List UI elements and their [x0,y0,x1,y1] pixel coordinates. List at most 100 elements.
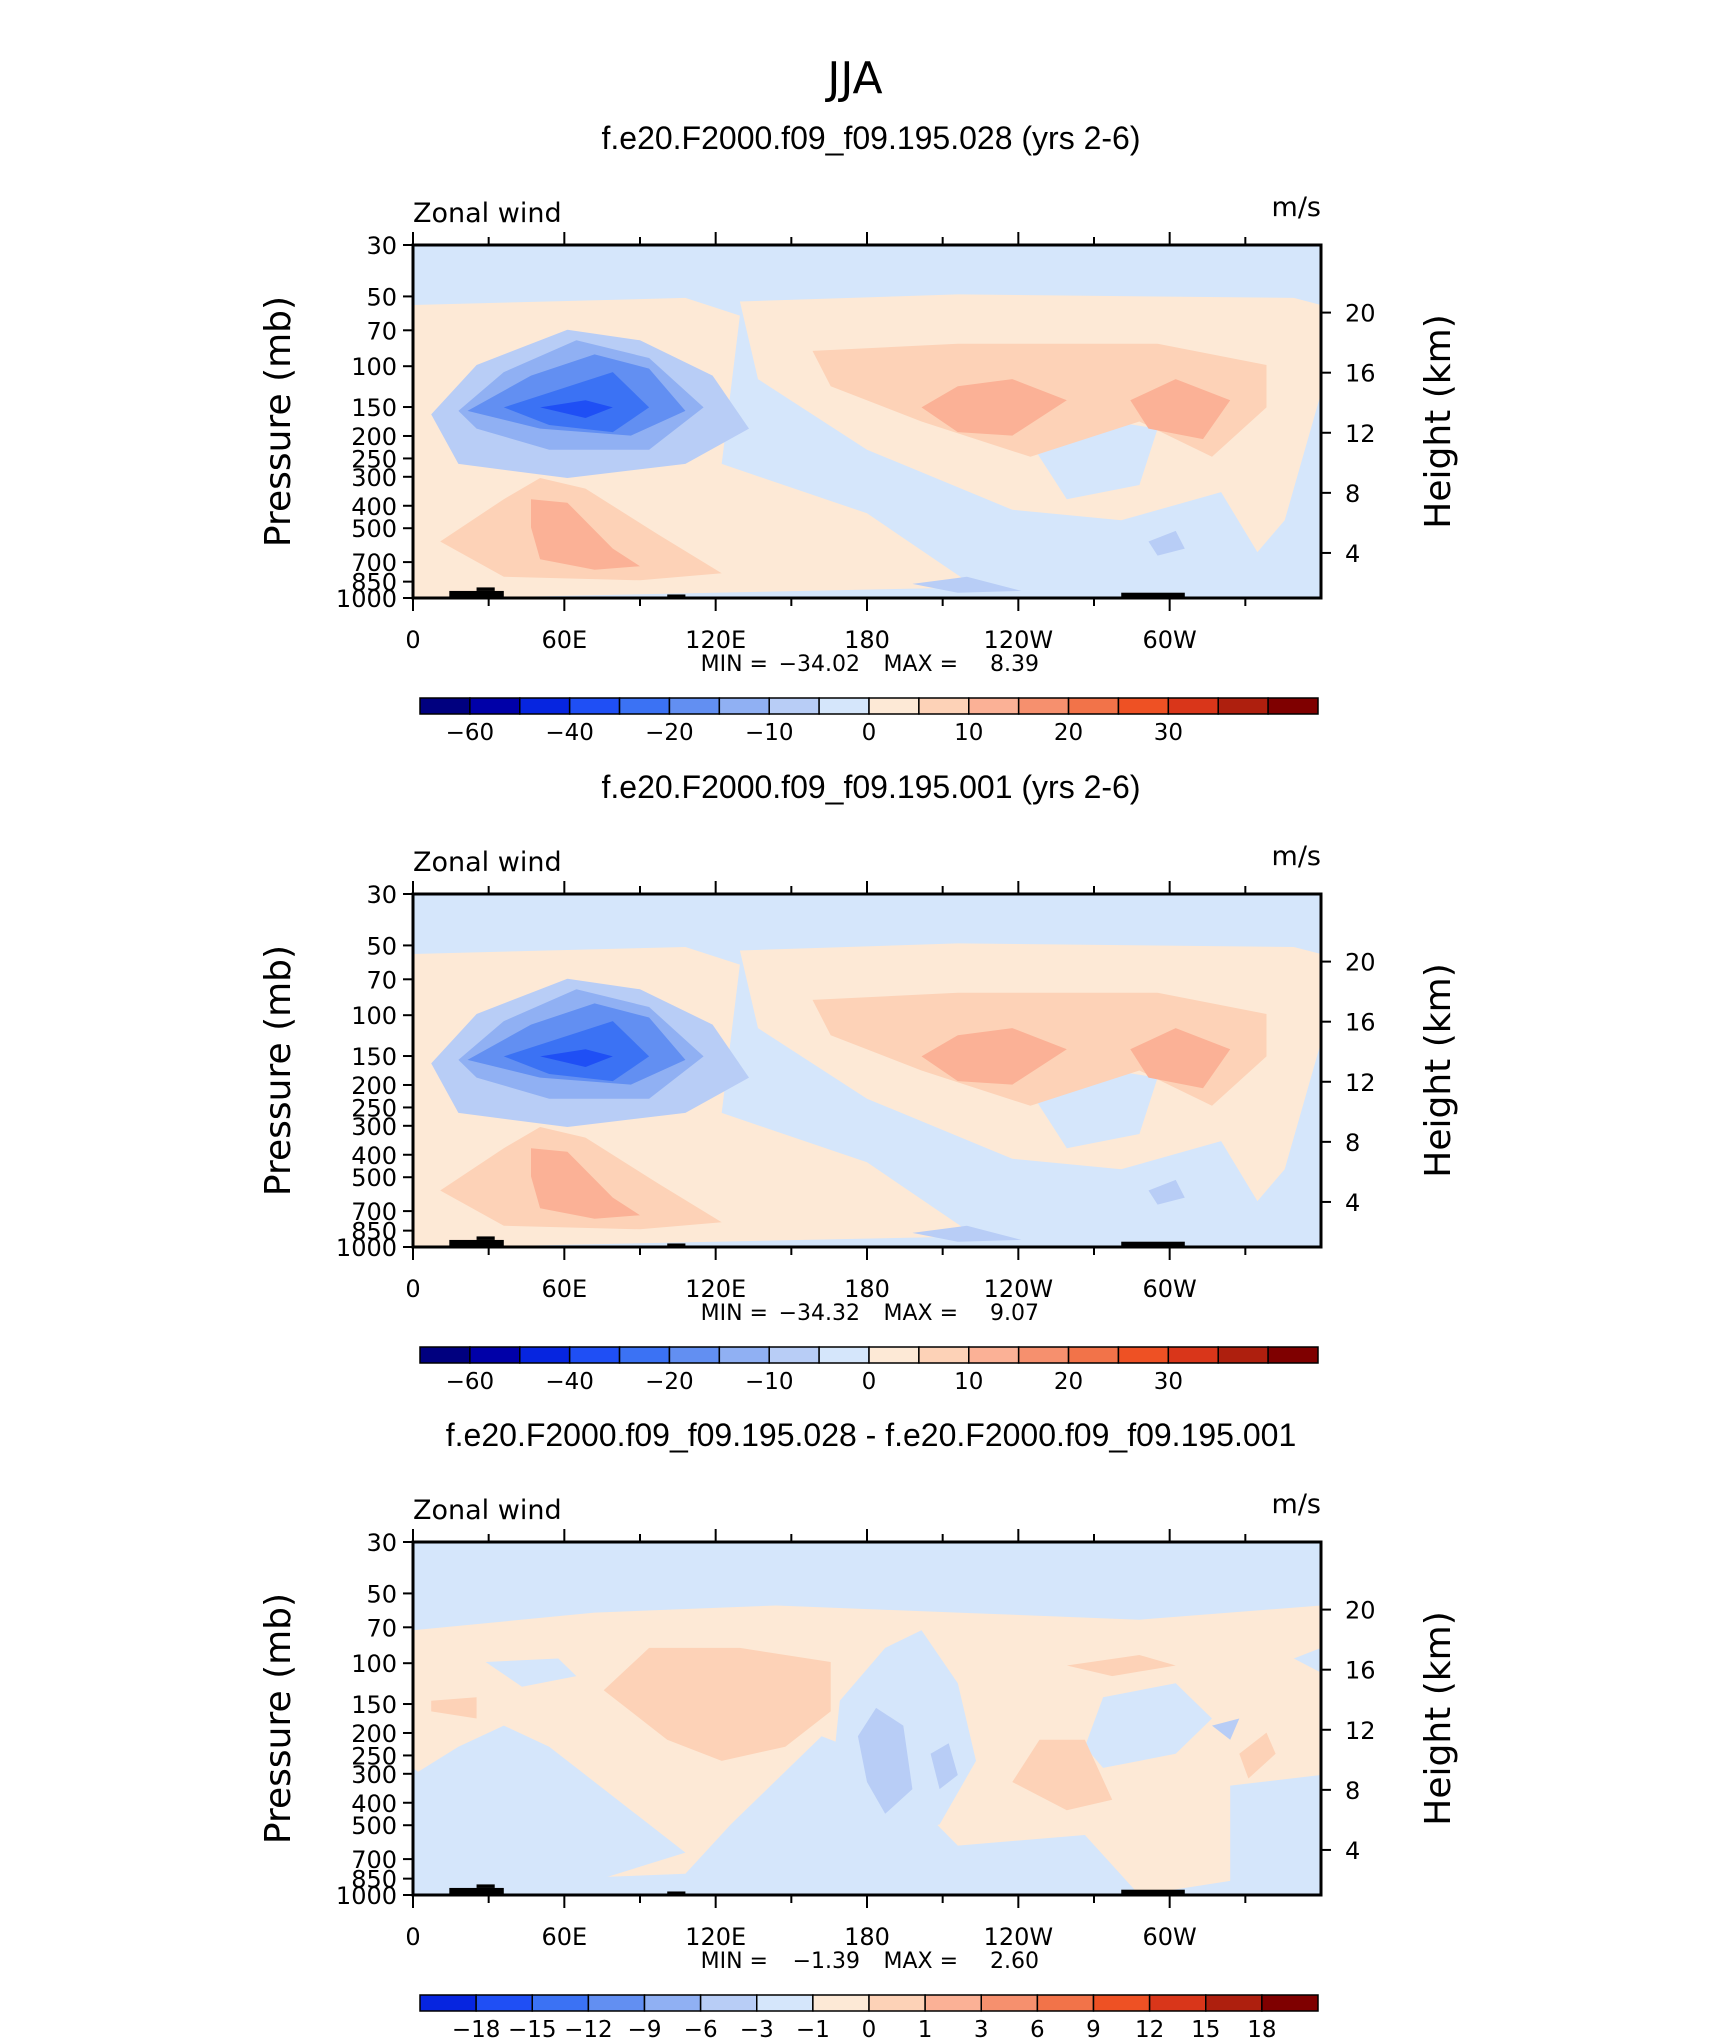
y-tick-label: 200 [351,1720,397,1748]
y-tick-label: 400 [351,493,397,521]
contour-fill [1212,1718,1240,1740]
x-tick-label: 120E [685,626,746,654]
contour-fill [857,1707,913,1814]
height-tick-label: 20 [1345,300,1376,328]
topography [476,1884,495,1888]
contour-fill [921,1028,1067,1085]
y-tick-label: 850 [351,569,397,597]
contour-fill [1148,530,1185,556]
colorbar-box [531,1994,590,2012]
colorbar-label: 0 [862,1369,877,1395]
x-tick-label: 60W [1143,1923,1197,1951]
contour-fill [930,1743,958,1790]
topography [476,1236,495,1240]
colorbar-box [1217,1346,1269,1364]
colorbar-label: 0 [862,720,877,746]
colorbar-label: 6 [1030,2017,1045,2038]
colorbar-box [419,1994,477,2012]
colorbar-label: 18 [1247,2017,1276,2038]
contour-fill [921,379,1067,436]
contour-fill [603,1647,831,1761]
colorbar-box [668,1346,721,1364]
x-tick-label: 120E [685,1275,746,1303]
y-tick-label: 250 [351,1094,397,1122]
max-label: MAX = [883,1949,958,1974]
y-tick-label: 30 [366,232,397,260]
colorbar-box [668,697,721,715]
colorbar-box [618,1346,671,1364]
y-tick-label: 500 [351,515,397,543]
colorbar-box [519,1346,571,1364]
colorbar-label: 12 [1135,2017,1164,2038]
colorbar-box [1217,697,1269,715]
colorbar-box [868,1994,926,2012]
panel-title: f.e20.F2000.f09_f09.195.028 (yrs 2-6) [601,120,1140,156]
topography [667,594,686,598]
contour-fill [1148,1179,1185,1205]
x-tick-label: 120W [984,1923,1054,1951]
colorbar-box [587,1994,646,2012]
contour-fill [1084,1683,1212,1768]
colorbar-box [924,1994,982,2012]
y-tick-label: 700 [351,1846,397,1874]
height-tick-label: 16 [1345,1009,1376,1037]
y-tick-label: 150 [351,1043,397,1071]
height-tick-label: 16 [1345,360,1376,388]
y-tick-label: 150 [351,394,397,422]
topography [449,1239,504,1247]
contour-fill [912,576,1022,593]
colorbar-box [768,697,820,715]
y-tick-label: 100 [351,1002,397,1030]
topography [449,1887,504,1895]
colorbar-box [1205,1994,1263,2012]
height-tick-label: 12 [1345,1717,1376,1745]
y-tick-label: 300 [351,1761,397,1789]
contour-fill [531,1148,640,1219]
panel-title: f.e20.F2000.f09_f09.195.028 - f.e20.F200… [446,1417,1296,1453]
colorbar-label: −10 [745,1369,794,1395]
y-tick-label: 50 [366,932,397,960]
topography [1121,592,1185,598]
y-axis-title: Pressure (mb) [258,945,299,1196]
colorbar-box [918,1346,970,1364]
colorbar-box [519,697,571,715]
colorbar-box [699,1994,758,2012]
y-tick-label: 250 [351,445,397,473]
colorbar-label: 30 [1154,720,1183,746]
x-tick-label: 180 [844,1275,890,1303]
y-tick-label: 1000 [336,1234,397,1262]
x-tick-label: 60E [541,1275,587,1303]
colorbar-label: 20 [1054,1369,1083,1395]
y-tick-label: 70 [366,966,397,994]
x-tick-label: 120W [984,1275,1054,1303]
min-label: MIN = [701,1949,768,1974]
units-label: m/s [1272,192,1321,223]
panel-1: f.e20.F2000.f09_f09.195.028 (yrs 2-6) Zon… [258,120,1459,746]
colorbar-box [1117,1346,1170,1364]
topography [1121,1241,1185,1247]
topography [667,1243,686,1247]
contour-fill [485,1658,577,1687]
colorbar-box [419,1346,471,1364]
colorbar-label: −60 [446,720,495,746]
colorbar-box [1067,1346,1120,1364]
colorbar-label: −3 [740,2017,774,2038]
x-tick-label: 120E [685,1923,746,1951]
colorbar-box [968,697,1020,715]
y-axis-title: Pressure (mb) [258,296,299,547]
x-tick-label: 180 [844,1923,890,1951]
contour-fill [1012,1739,1113,1811]
y-tick-label: 400 [351,1142,397,1170]
y-tick-label: 70 [366,1614,397,1642]
y-tick-label: 500 [351,1164,397,1192]
colorbar-box [718,697,770,715]
colorbar-box [1117,697,1170,715]
y-tick-label: 400 [351,1790,397,1818]
panel-title: f.e20.F2000.f09_f09.195.001 (yrs 2-6) [601,769,1140,805]
height-tick-label: 8 [1345,1129,1360,1157]
y-tick-label: 500 [351,1812,397,1840]
colorbar-label: −1 [796,2017,830,2038]
height-tick-label: 20 [1345,949,1376,977]
colorbar-box [1167,697,1219,715]
colorbar-label: −20 [645,720,694,746]
